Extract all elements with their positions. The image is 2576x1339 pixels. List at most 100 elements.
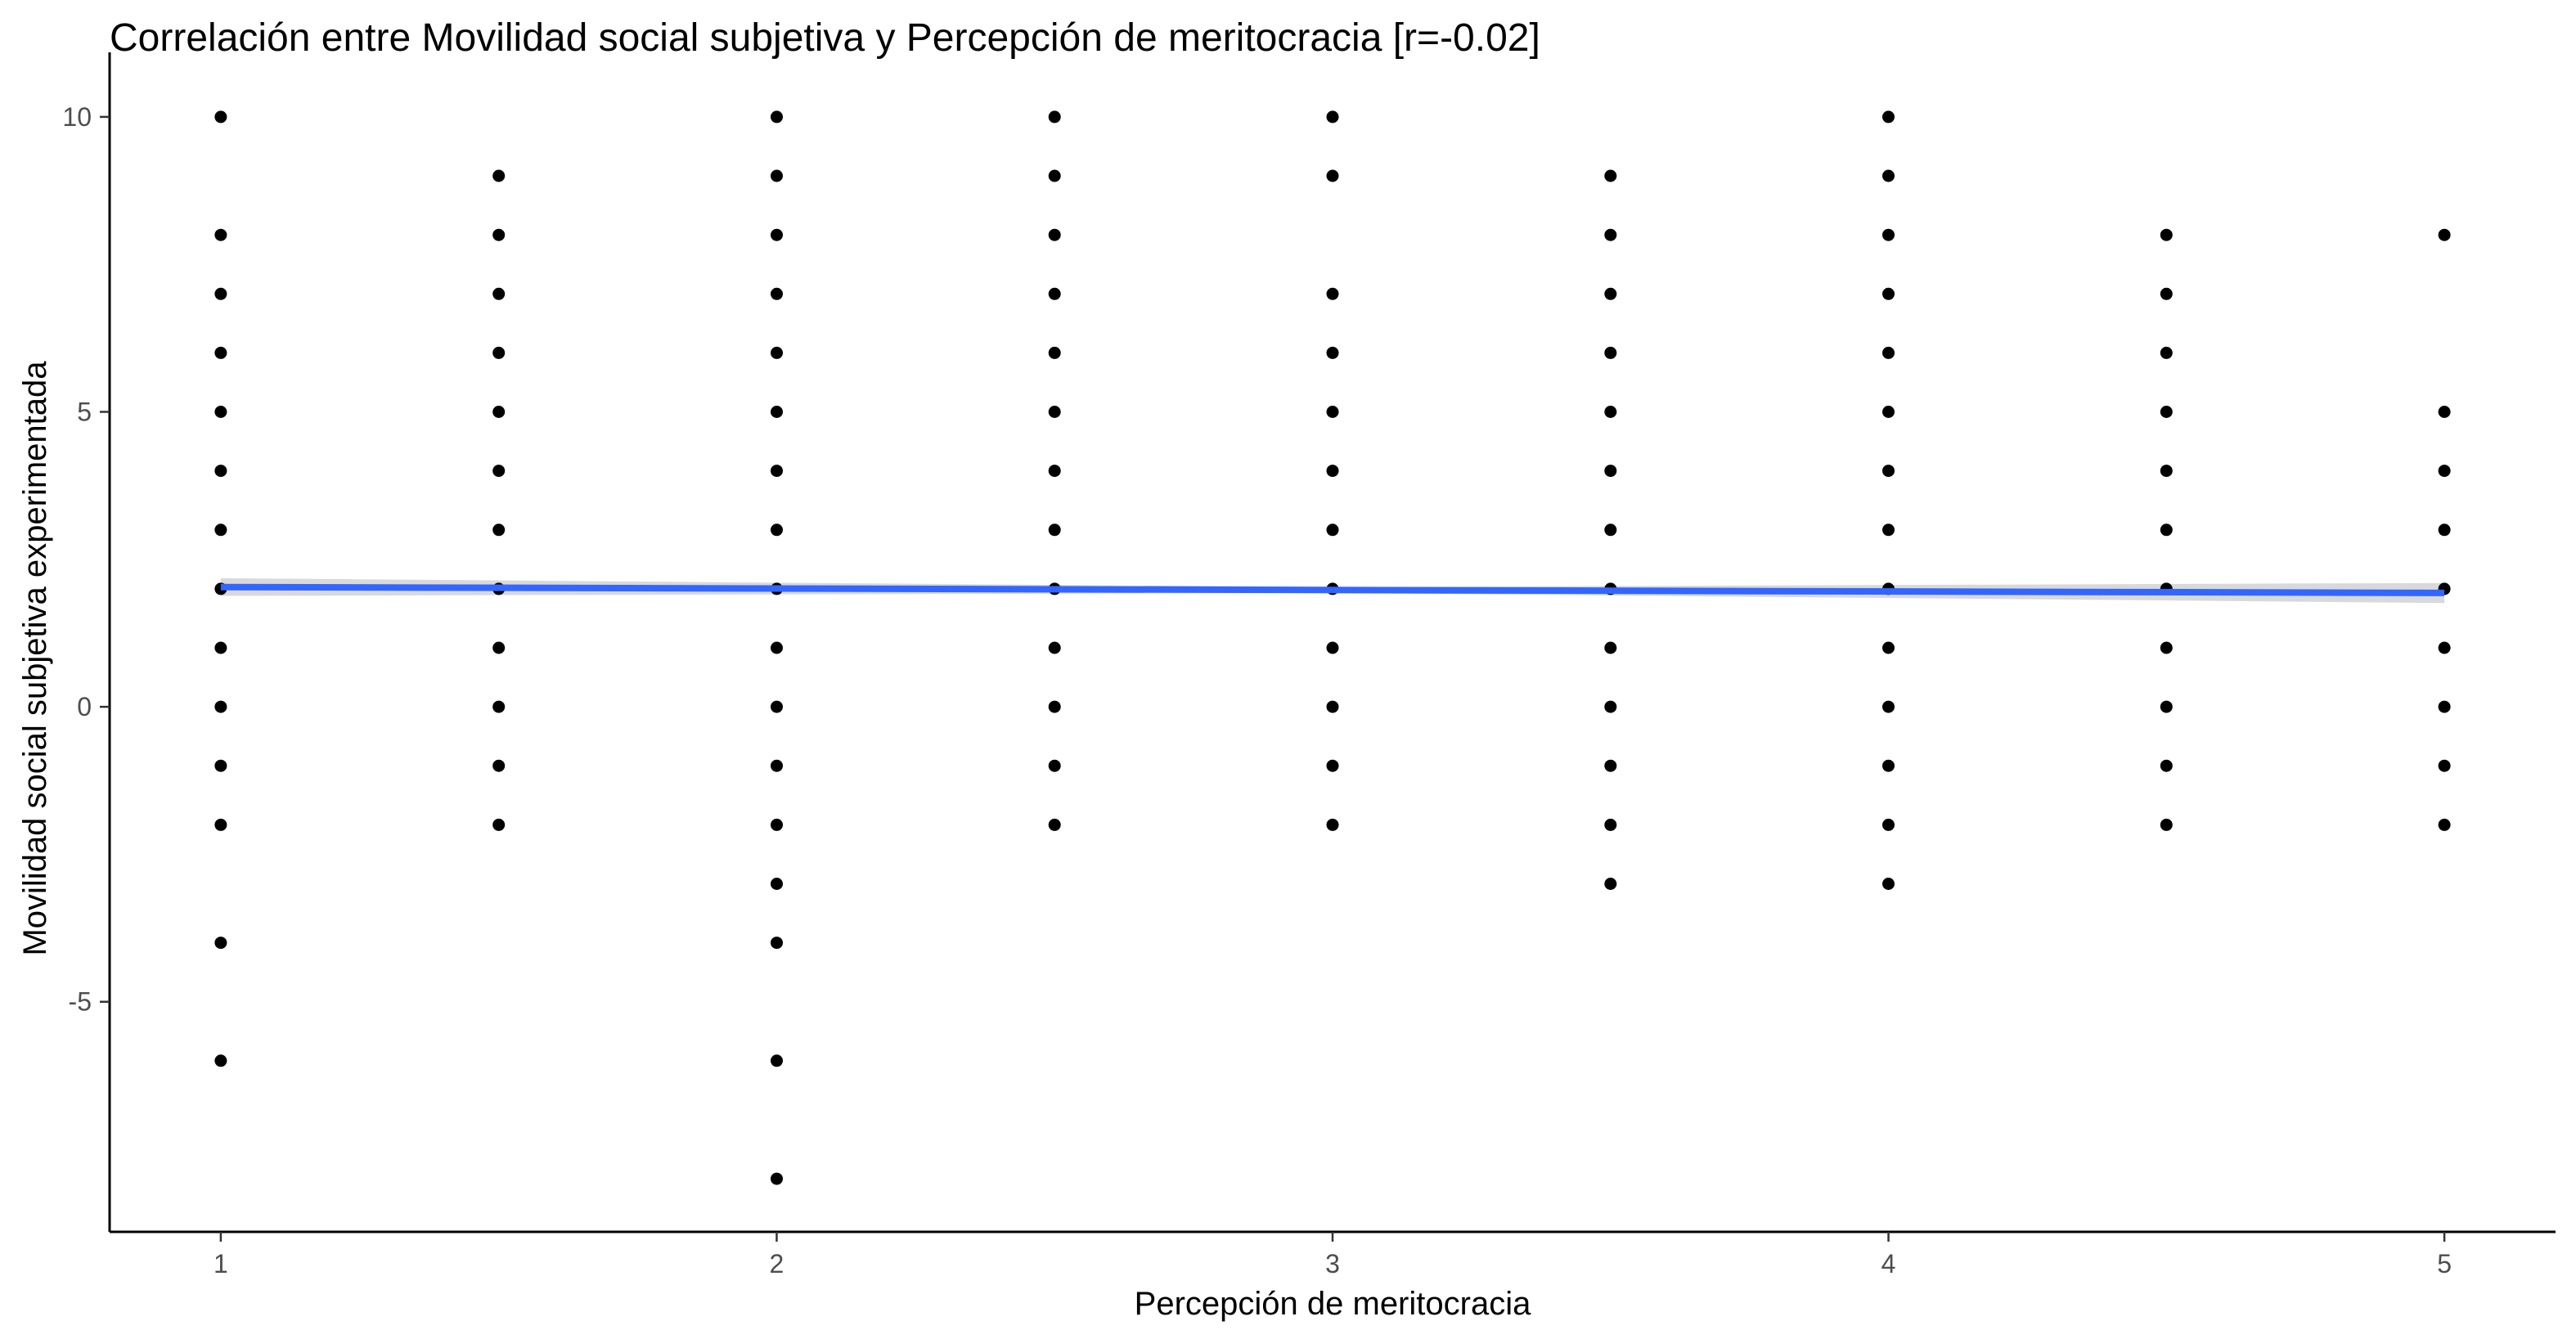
data-point xyxy=(1882,465,1895,478)
data-point xyxy=(1048,287,1061,300)
y-tick-label: 0 xyxy=(77,692,92,721)
data-point xyxy=(1604,700,1617,713)
data-point xyxy=(1604,406,1617,418)
data-point xyxy=(1326,818,1339,831)
data-point xyxy=(771,228,783,241)
x-tick-label: 3 xyxy=(1325,1249,1340,1278)
data-point xyxy=(2438,406,2451,418)
data-point xyxy=(1326,759,1339,772)
data-point xyxy=(771,1054,783,1067)
chart-title: Correlación entre Movilidad social subje… xyxy=(110,16,1540,60)
data-point xyxy=(771,818,783,831)
x-tick-label: 2 xyxy=(770,1249,784,1278)
data-point xyxy=(1048,228,1061,241)
x-axis-ticks: 1 2 3 4 5 xyxy=(214,1232,2452,1278)
data-point xyxy=(492,818,506,831)
data-point xyxy=(214,759,227,772)
trend-line xyxy=(220,583,2445,596)
data-point xyxy=(214,287,227,300)
data-point xyxy=(2160,228,2173,241)
data-point xyxy=(2438,465,2451,478)
data-point xyxy=(214,818,227,831)
data-point xyxy=(771,523,783,537)
data-point xyxy=(492,406,506,418)
data-point xyxy=(2438,759,2451,772)
data-point xyxy=(1604,641,1617,654)
data-point xyxy=(1882,641,1895,654)
data-point xyxy=(1604,818,1617,831)
data-point xyxy=(214,110,227,124)
y-tick-label: 5 xyxy=(77,398,92,427)
data-point xyxy=(2438,228,2451,241)
data-point xyxy=(492,759,506,772)
data-point xyxy=(2160,346,2173,359)
data-point xyxy=(2160,700,2173,713)
data-point xyxy=(1604,878,1617,890)
data-point xyxy=(214,523,227,537)
data-point xyxy=(1326,287,1339,300)
data-point xyxy=(771,110,783,124)
data-point xyxy=(2438,641,2451,654)
data-point xyxy=(771,937,783,950)
data-point xyxy=(771,878,783,890)
data-point xyxy=(1326,346,1339,359)
data-point xyxy=(1604,287,1617,300)
data-point xyxy=(1048,641,1061,654)
x-tick-label: 4 xyxy=(1881,1249,1896,1278)
data-point xyxy=(1048,110,1061,124)
data-point xyxy=(771,700,783,713)
data-point xyxy=(492,465,506,478)
data-point xyxy=(1048,346,1061,359)
data-point xyxy=(1048,406,1061,418)
data-point xyxy=(1882,818,1895,831)
data-point xyxy=(1326,700,1339,713)
data-point xyxy=(2160,818,2173,831)
data-point xyxy=(1604,759,1617,772)
data-point xyxy=(1882,346,1895,359)
data-point xyxy=(214,641,227,654)
data-point xyxy=(2438,700,2451,713)
data-point xyxy=(1326,169,1339,182)
data-point xyxy=(214,406,227,418)
data-point xyxy=(1048,523,1061,537)
data-point xyxy=(1882,759,1895,772)
data-point xyxy=(1882,523,1895,537)
data-point xyxy=(771,465,783,478)
data-point xyxy=(1326,406,1339,418)
data-point xyxy=(771,759,783,772)
data-point xyxy=(492,523,506,537)
data-point xyxy=(1326,110,1339,124)
data-point xyxy=(2438,523,2451,537)
data-point xyxy=(1604,169,1617,182)
data-point xyxy=(214,465,227,478)
x-tick-label: 5 xyxy=(2437,1249,2452,1278)
data-point xyxy=(1604,228,1617,241)
y-tick-label: 10 xyxy=(62,102,92,132)
points-layer xyxy=(214,110,2451,1185)
data-point xyxy=(492,287,506,300)
data-point xyxy=(492,169,506,182)
data-point xyxy=(1882,878,1895,890)
data-point xyxy=(771,169,783,182)
data-point xyxy=(1882,287,1895,300)
x-axis-title: Percepción de meritocracia xyxy=(1135,1286,1531,1322)
data-point xyxy=(1882,228,1895,241)
trend-line-layer xyxy=(220,583,2445,596)
data-point xyxy=(1048,169,1061,182)
data-point xyxy=(1048,759,1061,772)
data-point xyxy=(771,287,783,300)
data-point xyxy=(771,406,783,418)
y-tick-label: -5 xyxy=(69,987,92,1017)
data-point xyxy=(1882,110,1895,124)
data-point xyxy=(1326,641,1339,654)
data-point xyxy=(214,228,227,241)
data-point xyxy=(2160,759,2173,772)
data-point xyxy=(492,346,506,359)
data-point xyxy=(1048,465,1061,478)
data-point xyxy=(1048,818,1061,831)
data-point xyxy=(2160,287,2173,300)
data-point xyxy=(1882,700,1895,713)
data-point xyxy=(2160,523,2173,537)
data-point xyxy=(1604,346,1617,359)
